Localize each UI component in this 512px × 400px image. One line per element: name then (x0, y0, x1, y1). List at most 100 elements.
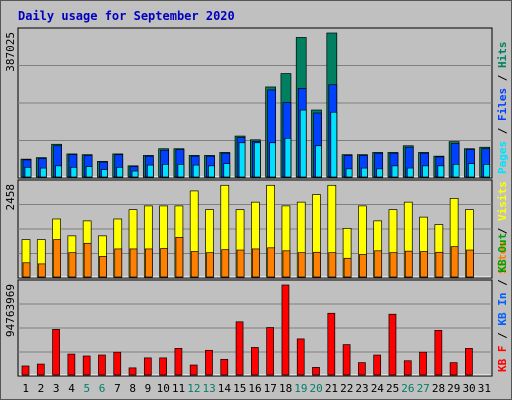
x-tick-label-4: 4 (68, 382, 75, 395)
chart-title: Daily usage for September 2020 (18, 9, 235, 23)
bar-sites-14 (221, 249, 230, 278)
x-tick-label-26: 26 (401, 382, 414, 395)
panel-3-ymax-label: 94763969 (4, 284, 17, 337)
bar-kbf-17 (266, 327, 274, 376)
panel-1-legend: Pages / Files / Hits (496, 42, 509, 175)
bar-sites-20 (313, 251, 321, 278)
bar-pages-11 (177, 163, 185, 178)
bar-pages-17 (269, 142, 276, 178)
panel-2: 2458 Sites / Visits (4, 179, 509, 279)
bar-pages-28 (437, 165, 445, 178)
x-tick-label-5: 5 (83, 382, 90, 395)
bar-sites-26 (404, 250, 413, 278)
bar-kbf-25 (388, 313, 397, 376)
x-tick-label-3: 3 (53, 382, 60, 395)
x-tick-label-12: 12 (187, 382, 200, 395)
bar-pages-19 (299, 109, 307, 178)
bar-sites-13 (206, 252, 214, 278)
bar-pages-22 (345, 168, 353, 178)
legend-part-0: Pages (496, 141, 509, 174)
x-tick-label-10: 10 (157, 382, 170, 395)
panel-1: 387025 Pages / Files / Hits (4, 27, 509, 179)
bar-pages-10 (162, 163, 169, 178)
bar-pages-15 (238, 142, 246, 178)
legend-part-2: KB In (496, 293, 509, 326)
bar-kbf-6 (98, 354, 106, 376)
panel-3: 94763969 KB F / KB In / KB Out (4, 233, 509, 377)
panel-1-ymax-label: 387025 (4, 32, 17, 72)
bar-sites-7 (114, 248, 123, 278)
bar-sites-11 (175, 236, 184, 278)
bar-kbf-16 (251, 347, 259, 376)
bar-kbf-3 (52, 329, 60, 376)
bar-sites-18 (282, 250, 291, 278)
x-tick-label-20: 20 (310, 382, 323, 395)
legend-part-1: / (496, 326, 509, 346)
panel-2-legend: Sites / Visits (496, 181, 509, 274)
legend-part-1: / (496, 221, 509, 241)
legend-part-0: KB F (496, 346, 509, 373)
bar-kbf-19 (296, 338, 305, 376)
bar-pages-6 (101, 169, 108, 178)
bar-pages-18 (284, 137, 292, 178)
bar-kbf-5 (82, 355, 91, 376)
bar-kbf-23 (358, 362, 366, 376)
bar-sites-29 (450, 246, 459, 278)
bar-kbf-8 (128, 367, 137, 376)
x-tick-label-25: 25 (386, 382, 399, 395)
bar-sites-30 (466, 249, 474, 278)
panel-2-ymax-label: 2458 (4, 184, 17, 211)
legend-part-4: Hits (496, 42, 509, 69)
bar-kbf-10 (159, 357, 167, 376)
bar-kbf-2 (36, 363, 45, 376)
bar-sites-9 (144, 248, 153, 278)
bar-pages-4 (70, 166, 78, 178)
bar-kbf-30 (465, 348, 473, 376)
x-tick-label-22: 22 (340, 382, 353, 395)
bar-kbf-20 (312, 367, 320, 376)
legend-part-1: / (496, 121, 509, 141)
panel-3-legend: KB F / KB In / KB Out (496, 233, 509, 372)
bar-pages-3 (55, 165, 62, 178)
bar-kbf-1 (21, 365, 30, 376)
x-tick-label-16: 16 (248, 382, 261, 395)
legend-part-3: / (496, 273, 509, 293)
bar-pages-26 (406, 167, 414, 178)
x-tick-label-9: 9 (145, 382, 152, 395)
bar-kbf-22 (342, 344, 351, 376)
bar-sites-3 (53, 239, 61, 278)
bar-sites-12 (190, 251, 199, 278)
bar-kbf-27 (419, 351, 427, 376)
bar-pages-21 (330, 111, 338, 178)
bar-sites-25 (389, 252, 398, 278)
bar-sites-27 (420, 251, 428, 278)
bar-sites-6 (99, 256, 107, 278)
bar-sites-23 (359, 254, 367, 278)
bar-pages-24 (376, 168, 384, 178)
x-tick-label-14: 14 (218, 382, 232, 395)
x-tick-label-8: 8 (129, 382, 136, 395)
bar-sites-24 (374, 250, 383, 278)
x-tick-label-29: 29 (447, 382, 460, 395)
bar-sites-10 (160, 248, 168, 278)
legend-part-2: Files (496, 88, 509, 121)
bar-sites-15 (236, 249, 245, 278)
bar-kbf-26 (403, 360, 412, 376)
x-tick-label-23: 23 (355, 382, 368, 395)
bar-sites-22 (343, 257, 352, 278)
bar-kbf-7 (113, 351, 122, 376)
x-tick-label-11: 11 (172, 382, 185, 395)
bar-kbf-13 (205, 349, 213, 376)
bar-kbf-12 (189, 364, 198, 376)
x-tick-label-31: 31 (478, 382, 491, 395)
bar-pages-25 (391, 165, 399, 178)
bar-kbf-18 (281, 284, 290, 376)
bar-pages-1 (24, 166, 32, 178)
bar-kbf-11 (174, 348, 183, 376)
x-tick-label-19: 19 (294, 382, 307, 395)
bar-pages-2 (39, 167, 47, 178)
bar-kbf-4 (67, 353, 76, 376)
bar-sites-5 (83, 242, 92, 278)
bar-kbf-9 (143, 357, 152, 376)
